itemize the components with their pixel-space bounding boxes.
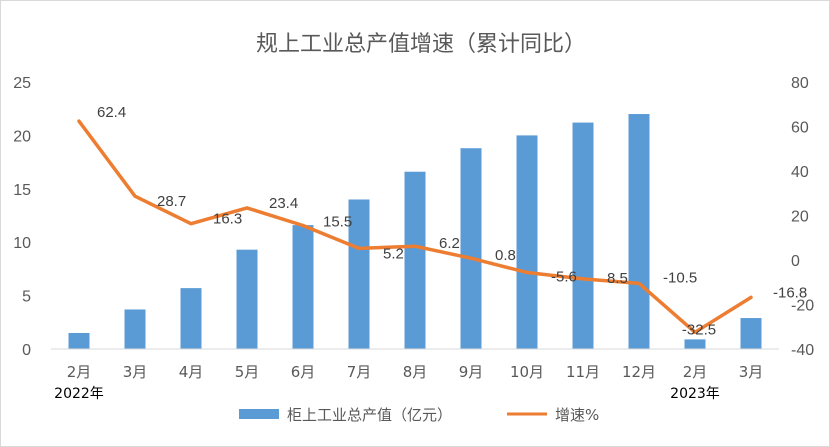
axis-layer: 0 5 10 15 20 25 -40 -20 0 20 40 60 80 2月 3月 4月 5月 6月 7月 8月 9…: [13, 75, 814, 402]
y-right-tick-label: -40: [791, 342, 814, 359]
y-right-tick-label: 20: [791, 209, 809, 226]
x-tick-label: 8月: [403, 363, 428, 381]
x-tick-label: 9月: [459, 363, 484, 381]
bar: [236, 249, 258, 349]
bar: [292, 225, 314, 349]
data-label: 0.8: [495, 247, 516, 264]
x-tick-label: 6月: [291, 363, 316, 381]
y-right-tick-label: 80: [791, 75, 809, 92]
bar: [628, 114, 650, 349]
bar: [348, 199, 370, 349]
y-right-tick-label: 60: [791, 120, 809, 137]
bar: [684, 339, 706, 349]
data-label: -10.5: [663, 269, 697, 286]
year-label: 2023年: [670, 386, 720, 402]
bars-layer: [68, 114, 762, 349]
bar: [740, 318, 762, 349]
bar: [572, 122, 594, 349]
legend: 柜上工业总产值（亿元） 增速%: [239, 406, 599, 424]
data-label: -32.5: [682, 321, 716, 338]
y-right-tick-label: 0: [791, 253, 800, 270]
x-tick-label: 4月: [179, 363, 204, 381]
series-line: [77, 119, 753, 335]
bar: [460, 148, 482, 349]
y-left-tick-label: 10: [13, 235, 31, 252]
y-left-tick-label: 20: [13, 128, 31, 145]
data-label: -16.8: [773, 284, 807, 301]
y-right-tick-label: -20: [791, 298, 814, 315]
data-label: 23.4: [269, 195, 298, 212]
data-label: -5.6: [551, 268, 577, 285]
x-tick-label: 7月: [347, 363, 372, 381]
year-label: 2022年: [54, 386, 104, 402]
bar: [124, 309, 146, 349]
data-label: 28.7: [157, 193, 186, 210]
data-label: 62.4: [97, 104, 126, 121]
legend-bar-swatch: [239, 409, 279, 419]
legend-bar-label: 柜上工业总产值（亿元）: [287, 406, 452, 424]
bar: [404, 171, 426, 349]
data-label: 6.2: [439, 235, 460, 252]
bar: [516, 135, 538, 349]
x-tick-label: 3月: [123, 363, 148, 381]
y-left-tick-label: 25: [13, 75, 31, 92]
data-label: 8.5: [607, 270, 628, 287]
line-layer: [77, 119, 753, 335]
x-tick-label: 12月: [622, 363, 656, 381]
bar: [180, 288, 202, 349]
x-tick-label: 11月: [566, 363, 600, 381]
bar: [68, 332, 90, 349]
y-left-tick-label: 0: [22, 342, 31, 359]
x-tick-label: 2月: [683, 363, 708, 381]
y-left-tick-label: 5: [22, 289, 31, 306]
data-label: 15.5: [323, 214, 352, 231]
data-label: 5.2: [383, 245, 404, 262]
data-label: 16.3: [213, 211, 242, 228]
x-tick-label: 5月: [235, 363, 260, 381]
x-tick-label: 10月: [510, 363, 544, 381]
y-right-tick-label: 40: [791, 164, 809, 181]
legend-line-label: 增速%: [555, 406, 599, 424]
x-tick-label: 2月: [67, 363, 92, 381]
y-left-tick-label: 15: [13, 182, 31, 199]
label-layer: 62.4 28.7 16.3 23.4 15.5 5.2 6.2 0.8 -5.6 8.5 -10.…: [97, 104, 807, 338]
chart-title: 规上工业总产值增速（累计同比）: [256, 32, 586, 57]
x-tick-label: 3月: [739, 363, 764, 381]
